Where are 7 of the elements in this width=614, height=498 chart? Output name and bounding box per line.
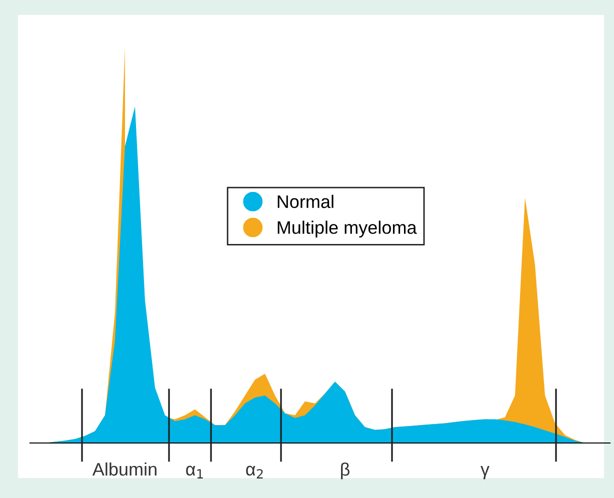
legend-label: Multiple myeloma xyxy=(278,220,417,238)
x-tick-label: β xyxy=(341,462,350,480)
x-tick-label: γ xyxy=(480,466,490,480)
legend-label: Normal xyxy=(278,194,334,208)
x-tick-label: α$_{2}$ xyxy=(246,466,263,478)
x-tick-label: Albumin xyxy=(92,462,156,476)
x-tick-label: α$_{1}$ xyxy=(186,466,203,478)
